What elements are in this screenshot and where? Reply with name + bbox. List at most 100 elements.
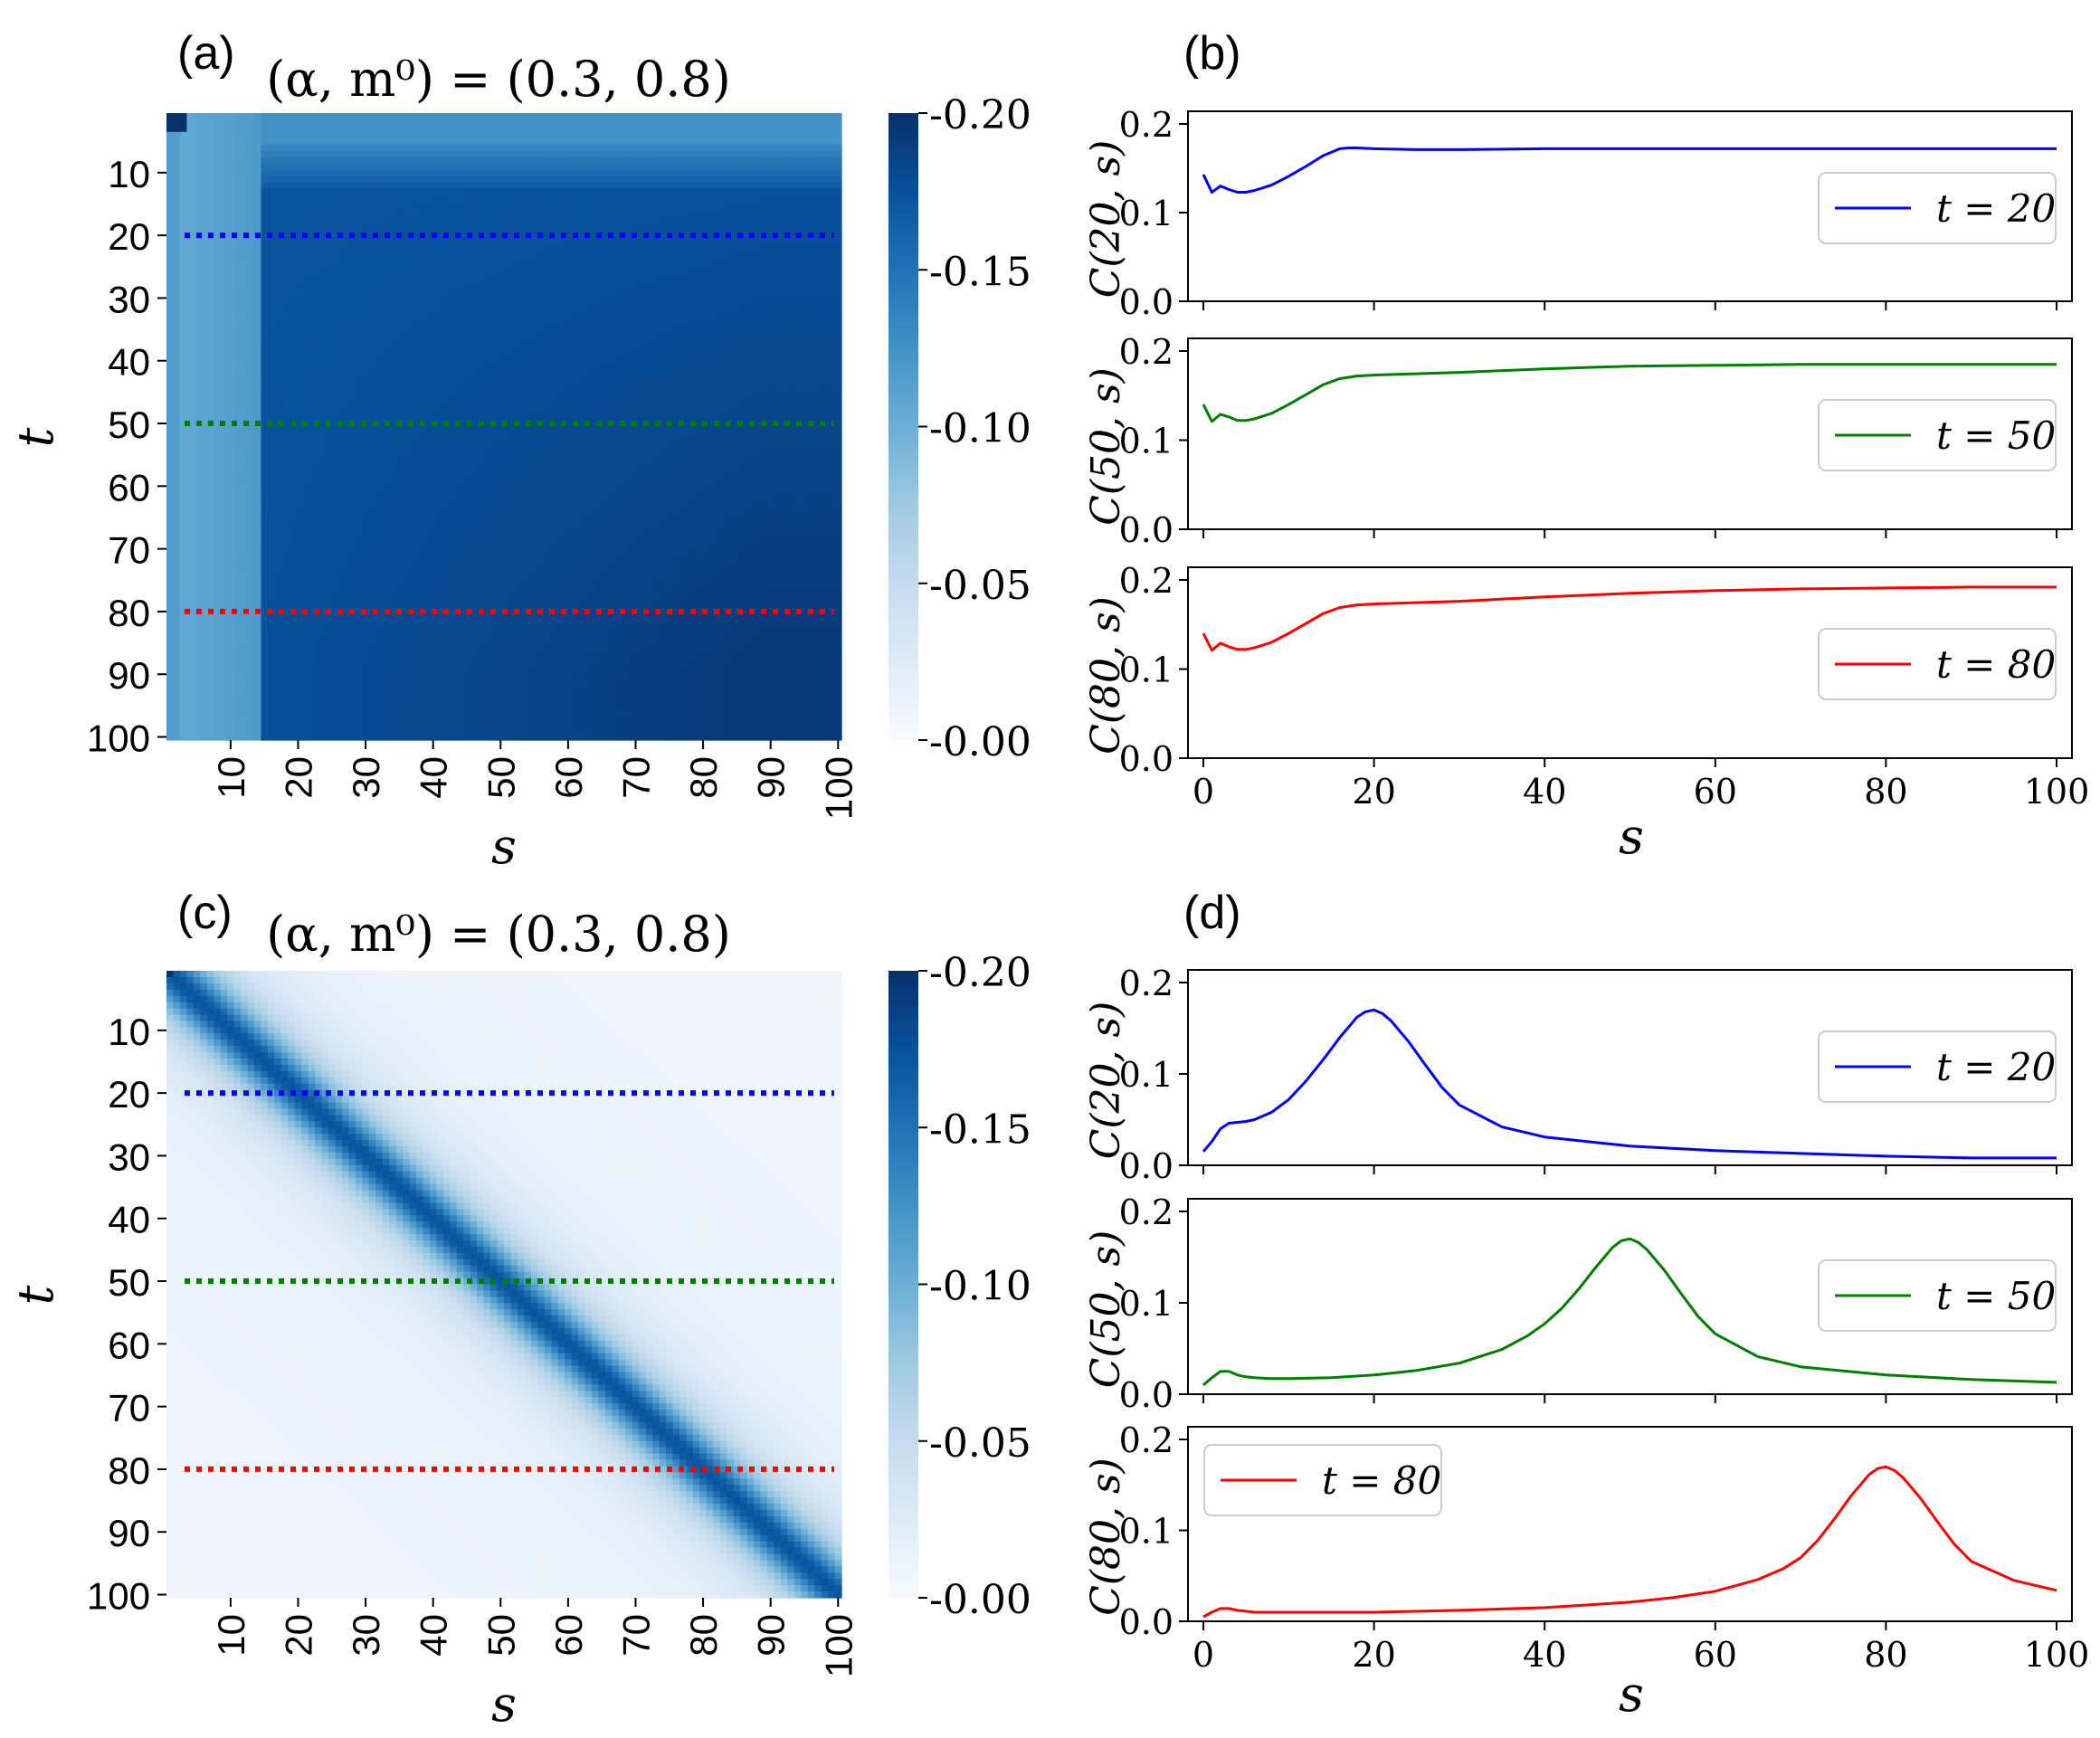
heatmap-cell [565, 289, 573, 296]
heatmap-cell [578, 307, 586, 315]
heatmap-cell [416, 195, 424, 202]
heatmap-cell [206, 394, 214, 403]
heatmap-cell [477, 276, 485, 283]
heatmap-cell [241, 163, 249, 170]
heatmap-cell [328, 176, 337, 183]
heatmap-cell [301, 276, 309, 283]
heatmap-cell [706, 188, 714, 195]
heatmap-cell [395, 289, 404, 296]
heatmap-cell [686, 213, 694, 221]
heatmap-cell [639, 364, 647, 371]
heatmap-cell [706, 332, 714, 340]
heatmap-cell [321, 307, 329, 315]
heatmap-cell [206, 370, 214, 377]
heatmap-cell [713, 206, 721, 214]
heatmap-cell [409, 195, 417, 202]
heatmap-cell [423, 257, 431, 264]
heatmap-cell [416, 307, 424, 315]
heatmap-cell [173, 157, 181, 165]
heatmap-cell [578, 238, 586, 246]
heatmap-cell [834, 407, 842, 415]
heatmap-cell [692, 225, 700, 233]
heatmap-cell [227, 313, 235, 321]
heatmap-cell [456, 176, 464, 183]
heatmap-cell [395, 294, 404, 302]
heatmap-cell [787, 113, 795, 120]
heatmap-cell [308, 150, 316, 158]
heatmap-cell [403, 382, 411, 390]
heatmap-cell [253, 270, 262, 277]
heatmap-cell [787, 388, 795, 396]
heatmap-cell [699, 219, 708, 227]
heatmap-cell [341, 332, 350, 340]
heatmap-cell [598, 307, 606, 315]
heatmap-cell [403, 213, 411, 221]
heatmap-cell [645, 282, 653, 290]
heatmap-cell [780, 119, 788, 127]
heatmap-cell [672, 294, 680, 302]
heatmap-cell [253, 169, 262, 176]
heatmap-cell [436, 157, 444, 165]
heatmap-cell [280, 394, 289, 403]
heatmap-cell [395, 394, 404, 403]
heatmap-cell [504, 244, 512, 252]
heatmap-cell [625, 307, 633, 315]
heatmap-cell [409, 289, 417, 296]
heatmap-cell [395, 206, 404, 214]
heatmap-cell [450, 270, 458, 277]
heatmap-cell [672, 163, 680, 170]
heatmap-cell [746, 270, 755, 277]
heatmap-cell [321, 219, 329, 227]
heatmap-cell [679, 351, 688, 358]
heatmap-cell [315, 251, 323, 258]
heatmap-cell [604, 313, 613, 321]
heatmap-cell [294, 407, 302, 415]
heatmap-cell [834, 382, 842, 390]
heatmap-cell [565, 338, 573, 347]
heatmap-cell [517, 370, 525, 377]
heatmap-cell [497, 370, 505, 377]
heatmap-cell [389, 125, 397, 133]
heatmap-cell [483, 401, 491, 409]
heatmap-cell [821, 131, 829, 139]
heatmap-cell [754, 188, 762, 195]
heatmap-cell [355, 364, 363, 371]
heatmap-cell [241, 382, 249, 390]
heatmap-cell [591, 326, 600, 334]
heatmap-cell [321, 144, 329, 152]
heatmap-cell [267, 157, 275, 165]
heatmap-cell [659, 201, 667, 208]
heatmap-cell [821, 351, 829, 358]
heatmap-cell [551, 332, 559, 340]
heatmap-cell [618, 144, 626, 152]
heatmap-cell [335, 364, 343, 371]
heatmap-cell [368, 313, 376, 321]
heatmap-cell [699, 282, 708, 290]
heatmap-cell [719, 294, 727, 302]
heatmap-cell [280, 225, 289, 233]
heatmap-cell [368, 413, 376, 422]
heatmap-cell [557, 407, 565, 415]
heatmap-cell [280, 276, 289, 283]
heatmap-cell [645, 150, 653, 158]
heatmap-cell [544, 401, 552, 409]
heatmap-cell [483, 332, 491, 340]
heatmap-cell [274, 326, 282, 334]
heatmap-cell [740, 213, 748, 221]
heatmap-cell [267, 338, 275, 347]
heatmap-cell [233, 413, 242, 422]
heatmap-cell [490, 394, 499, 403]
heatmap-cell [754, 282, 762, 290]
heatmap-cell [429, 338, 437, 347]
heatmap-cell [821, 150, 829, 158]
heatmap-cell [727, 364, 735, 371]
heatmap-cell [416, 332, 424, 340]
heatmap-cell [186, 182, 195, 189]
heatmap-cell [416, 270, 424, 277]
heatmap-cell [429, 225, 437, 233]
heatmap-cell [598, 270, 606, 277]
heatmap-cell [288, 270, 296, 277]
heatmap-cell [193, 394, 201, 403]
heatmap-cell [497, 332, 505, 340]
heatmap-cell [247, 263, 255, 271]
